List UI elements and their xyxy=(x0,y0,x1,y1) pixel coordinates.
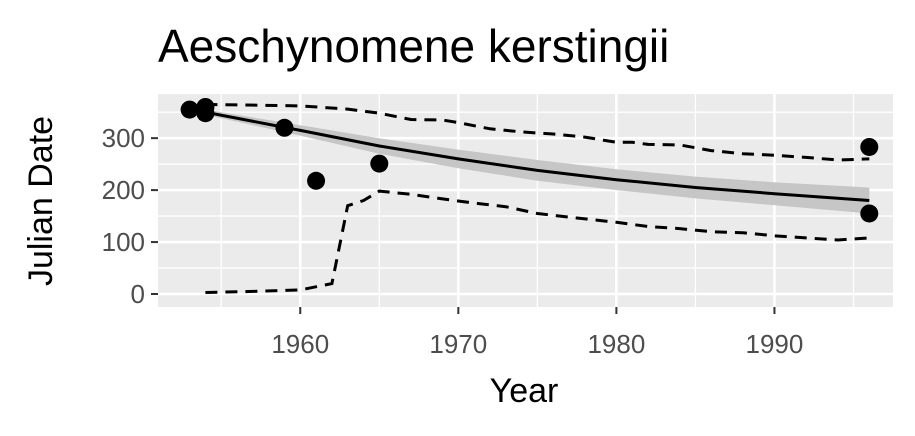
y-tick-label: 300 xyxy=(102,123,145,153)
data-point xyxy=(196,104,215,123)
x-tick-label: 1990 xyxy=(746,329,804,359)
x-axis: 1960 1970 1980 1990 xyxy=(271,307,803,359)
x-axis-title: Year xyxy=(490,372,559,410)
y-tick-label: 0 xyxy=(131,279,145,309)
upper-bound-line xyxy=(205,102,870,162)
data-point xyxy=(275,118,294,137)
lower-bound-line xyxy=(205,189,870,294)
data-point xyxy=(860,137,879,156)
chart-title: Aeschynomene kerstingii xyxy=(158,20,669,72)
data-points xyxy=(180,97,879,223)
x-tick-label: 1980 xyxy=(587,329,645,359)
data-point xyxy=(370,154,389,173)
y-tick-label: 200 xyxy=(102,175,145,205)
x-tick-label: 1960 xyxy=(271,329,329,359)
data-point xyxy=(307,171,326,190)
x-tick-label: 1970 xyxy=(429,329,487,359)
y-axis: 0 100 200 300 xyxy=(102,123,158,309)
grid-minor xyxy=(158,94,893,307)
data-point xyxy=(860,204,879,223)
fit-line xyxy=(205,110,870,202)
data-point xyxy=(180,100,199,119)
y-tick-label: 100 xyxy=(102,227,145,257)
y-axis-title: Julian Date xyxy=(22,116,60,286)
